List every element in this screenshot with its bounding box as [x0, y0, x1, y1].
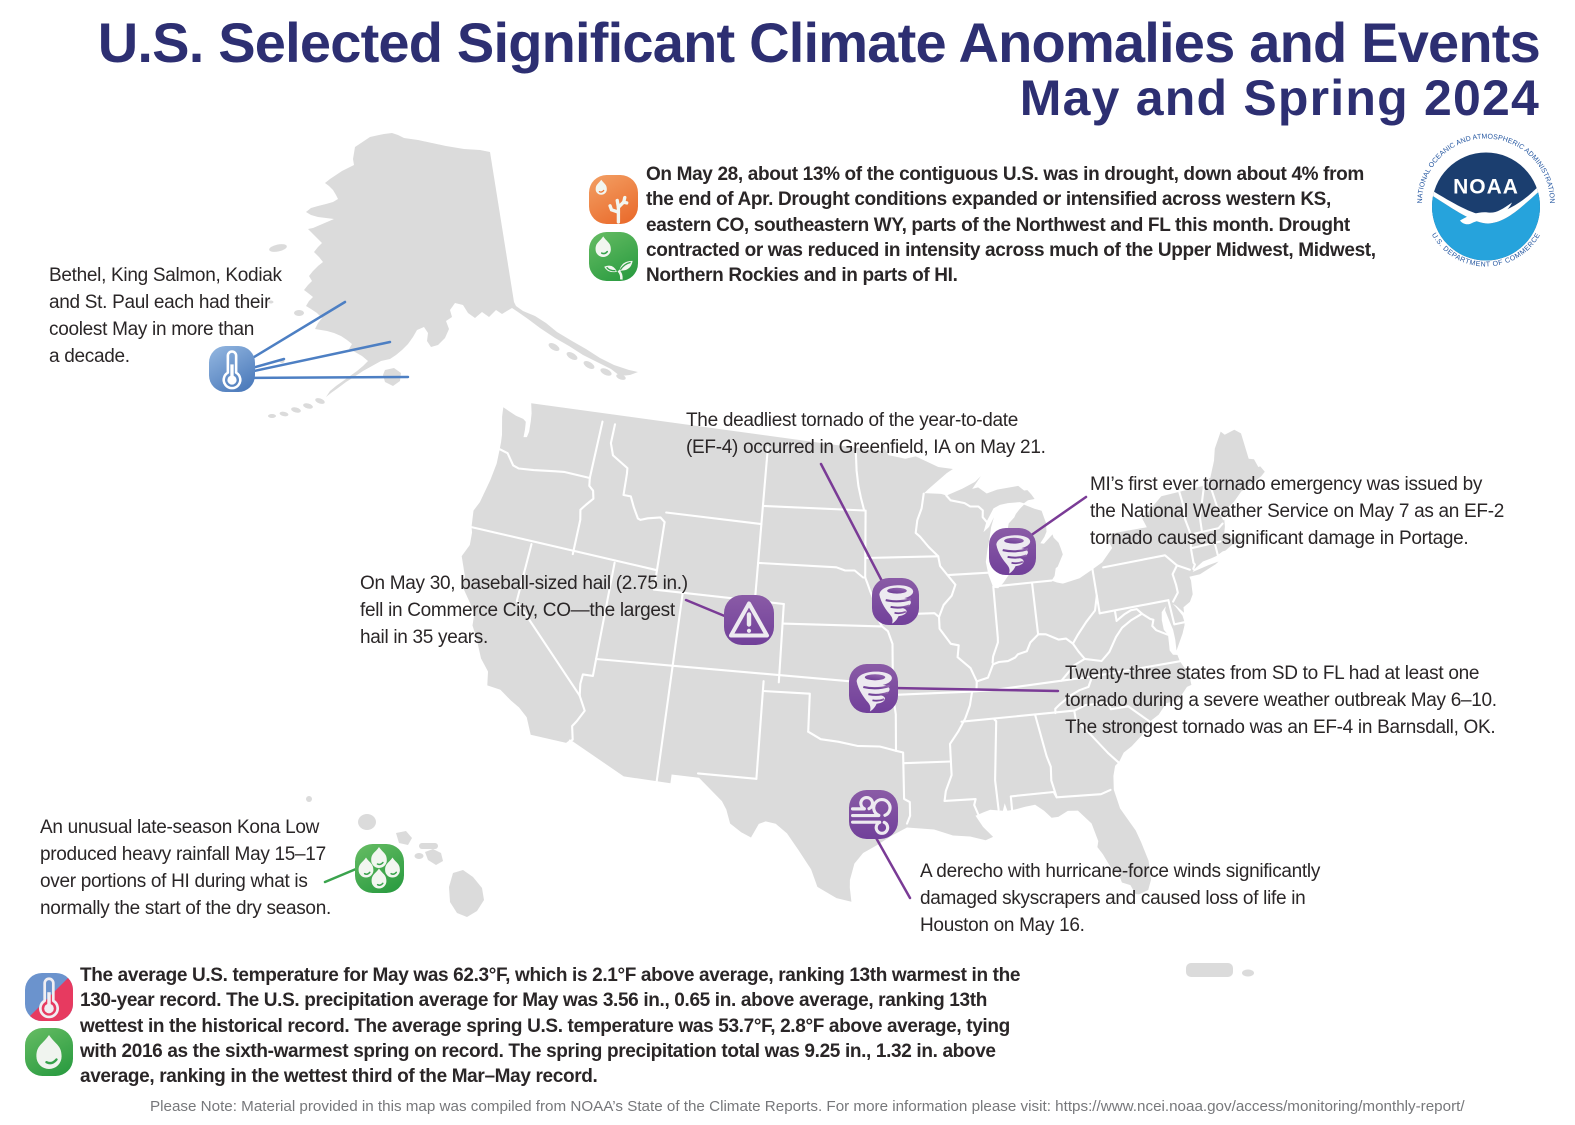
svg-text:NOAA: NOAA [1453, 176, 1519, 199]
